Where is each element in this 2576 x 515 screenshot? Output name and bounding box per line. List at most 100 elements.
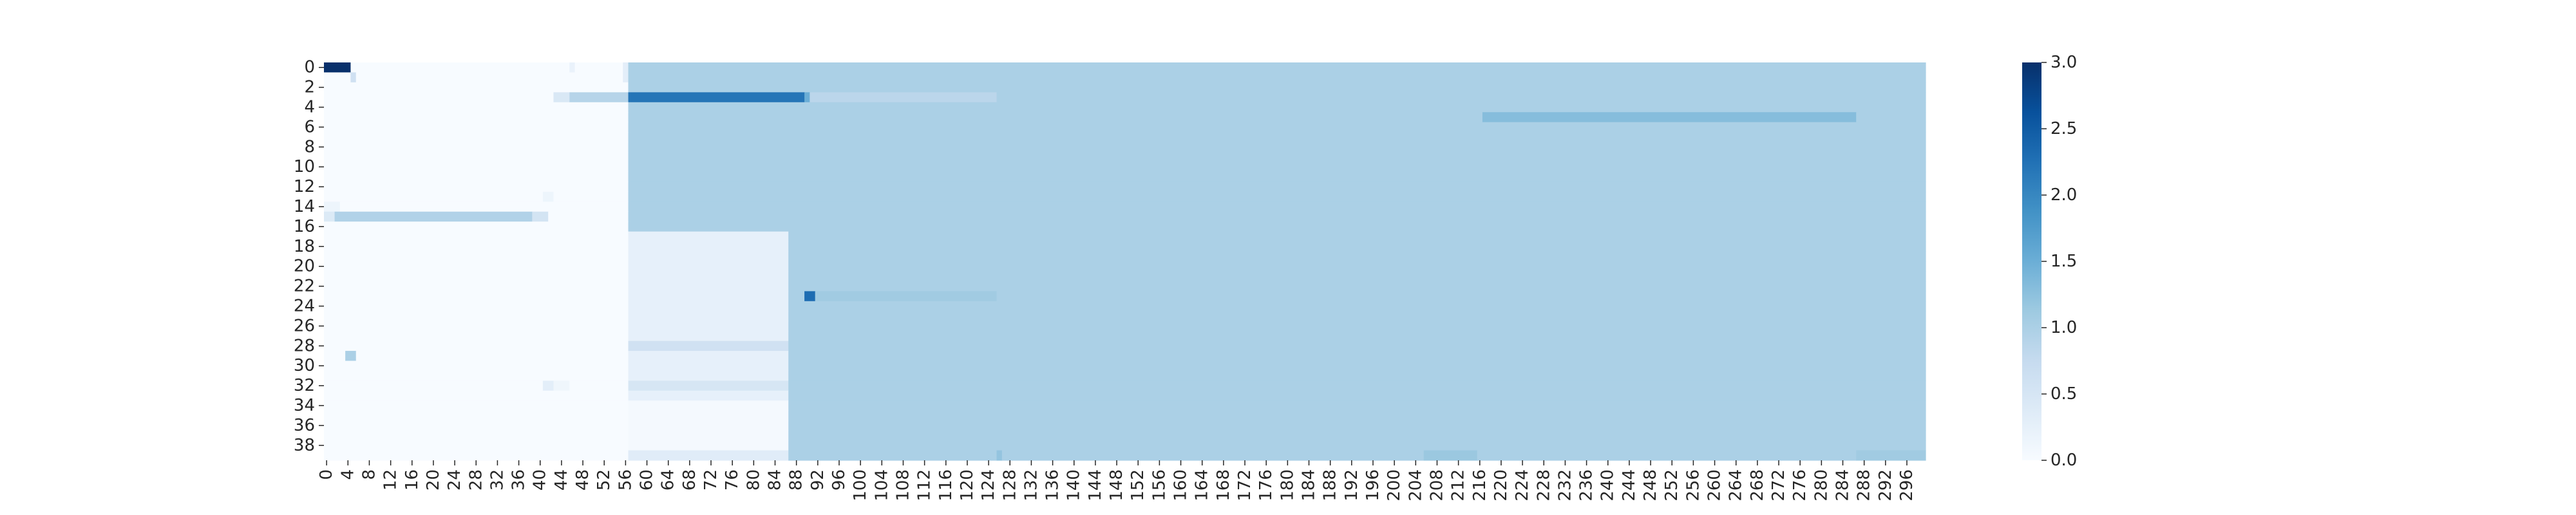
heatmap-cell <box>628 400 789 411</box>
heatmap-cell <box>628 261 789 272</box>
y-tick-label: 4 <box>304 98 315 117</box>
heatmap-cell <box>355 72 623 83</box>
heatmap-cell <box>788 321 1926 332</box>
heatmap-cell <box>1856 450 1926 461</box>
heatmap-cell <box>628 321 789 332</box>
heatmap-cell <box>324 410 629 421</box>
heatmap-cell <box>788 360 1926 371</box>
x-tick-label: 156 <box>1150 469 1169 501</box>
heatmap-cell <box>350 62 570 73</box>
heatmap-cell <box>788 420 1926 431</box>
y-tick-label: 26 <box>294 316 315 335</box>
x-tick-label: 276 <box>1790 469 1810 501</box>
heatmap-cell <box>628 390 789 401</box>
heatmap-cell <box>345 351 357 362</box>
x-tick-label: 272 <box>1769 469 1788 501</box>
heatmap-cell <box>628 301 789 312</box>
heatmap-cell <box>788 450 998 461</box>
x-tick-label: 0 <box>317 469 336 480</box>
x-tick-label: 176 <box>1256 469 1276 501</box>
heatmap-cell <box>324 390 629 401</box>
colorbar-tick-label: 3.0 <box>2050 53 2077 72</box>
x-tick-label: 148 <box>1107 469 1126 501</box>
heatmap-cell <box>1856 112 1926 123</box>
heatmap-cell <box>628 440 789 451</box>
x-tick-label: 264 <box>1727 469 1746 501</box>
x-tick-label: 20 <box>424 469 443 491</box>
heatmap-cell <box>628 380 789 391</box>
x-tick-label: 180 <box>1278 469 1297 501</box>
heatmap-cell <box>1477 450 1857 461</box>
x-tick-label: 288 <box>1855 469 1874 501</box>
colorbar-tick-label: 0.0 <box>2050 451 2077 470</box>
x-tick-label: 208 <box>1427 469 1446 501</box>
heatmap-cell <box>532 211 549 222</box>
heatmap-cell <box>628 430 789 441</box>
heatmap-cell <box>324 221 629 232</box>
x-tick-label: 232 <box>1555 469 1575 501</box>
heatmap-cell <box>628 291 789 302</box>
x-tick-label: 56 <box>616 469 635 491</box>
heatmap-cell <box>628 62 1926 73</box>
heatmap-cell <box>574 62 623 73</box>
heatmap-cell <box>553 92 570 103</box>
heatmap-cell <box>628 102 1926 113</box>
heatmap-cell <box>628 191 1926 202</box>
x-tick-label: 136 <box>1043 469 1063 501</box>
y-tick-label: 22 <box>294 277 315 296</box>
y-tick-label: 0 <box>304 58 315 77</box>
x-tick-label: 92 <box>808 469 828 491</box>
heatmap-cell <box>324 301 629 312</box>
x-tick-label: 236 <box>1577 469 1596 501</box>
heatmap-cell <box>788 261 1926 272</box>
heatmap-cells <box>324 62 1926 461</box>
heatmap-cell <box>324 182 629 192</box>
y-tick-label: 16 <box>294 217 315 236</box>
y-tick-label: 28 <box>294 336 315 355</box>
colorbar-tick-label: 2.0 <box>2050 185 2077 205</box>
y-tick-label: 30 <box>294 356 315 375</box>
heatmap-cell <box>324 370 629 381</box>
x-tick-label: 228 <box>1534 469 1553 501</box>
heatmap-cell <box>324 72 352 83</box>
y-tick-label: 8 <box>304 137 315 156</box>
x-axis: 0 4 8 12 16 20 24 28 32 36 40 44 48 52 56 60 64 68 72 76 80 8… <box>317 460 1917 501</box>
heatmap-cell <box>788 380 1926 391</box>
heatmap-cell <box>548 211 629 222</box>
x-tick-label: 260 <box>1705 469 1725 501</box>
y-tick-label: 36 <box>294 416 315 435</box>
heatmap-cell <box>324 211 336 222</box>
x-tick-label: 28 <box>466 469 486 491</box>
heatmap-cell <box>628 142 1926 153</box>
x-tick-label: 152 <box>1128 469 1148 501</box>
heatmap-cell <box>788 370 1926 381</box>
heatmap-cell <box>804 92 810 103</box>
x-tick-label: 108 <box>893 469 913 501</box>
heatmap-cell <box>569 92 629 103</box>
heatmap-cell <box>628 331 789 342</box>
heatmap-cell <box>324 82 629 93</box>
heatmap-cell <box>628 410 789 421</box>
heatmap-cell <box>628 211 1926 222</box>
x-tick-label: 8 <box>359 469 379 480</box>
heatmap-cell <box>324 331 629 342</box>
heatmap-cell <box>628 171 1926 182</box>
heatmap-cell <box>324 311 629 322</box>
heatmap-cell <box>628 152 1926 163</box>
x-tick-label: 256 <box>1683 469 1703 501</box>
heatmap-cell <box>810 92 998 103</box>
heatmap-cell <box>324 271 629 282</box>
heatmap-cell <box>324 400 629 411</box>
heatmap-cell <box>553 191 629 202</box>
heatmap-cell <box>788 281 1926 292</box>
heatmap-cell <box>324 341 629 351</box>
heatmap-cell <box>628 351 789 362</box>
heatmap-cell <box>324 201 341 212</box>
x-tick-label: 64 <box>659 469 678 491</box>
heatmap-cell <box>324 191 544 202</box>
heatmap-cell <box>628 82 1926 93</box>
heatmap-cell <box>628 92 805 103</box>
heatmap-cell <box>324 281 629 292</box>
x-tick-label: 196 <box>1363 469 1383 501</box>
x-tick-label: 188 <box>1321 469 1340 501</box>
